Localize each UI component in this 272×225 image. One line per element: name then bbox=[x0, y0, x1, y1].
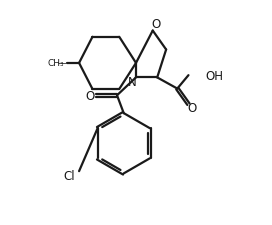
Text: OH: OH bbox=[205, 69, 223, 82]
Text: —: — bbox=[57, 59, 66, 68]
Text: O: O bbox=[187, 101, 196, 115]
Text: Cl: Cl bbox=[63, 169, 75, 182]
Text: O: O bbox=[86, 89, 95, 102]
Text: CH₃: CH₃ bbox=[48, 59, 64, 68]
Text: N: N bbox=[128, 76, 137, 89]
Text: O: O bbox=[152, 18, 161, 31]
